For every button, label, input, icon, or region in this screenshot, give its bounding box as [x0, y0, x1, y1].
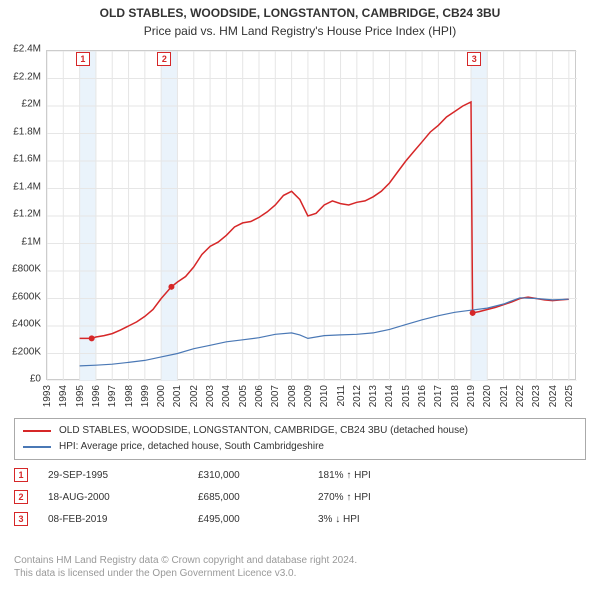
event-pct: 270% ↑ HPI — [318, 492, 468, 503]
x-tick-label: 2006 — [254, 385, 265, 407]
event-price: £495,000 — [198, 514, 318, 525]
legend-item: OLD STABLES, WOODSIDE, LONGSTANTON, CAMB… — [23, 423, 577, 439]
x-tick-label: 1999 — [140, 385, 151, 407]
y-tick-label: £1.4M — [13, 181, 41, 192]
x-tick-label: 2004 — [221, 385, 232, 407]
event-row: 3 08-FEB-2019£495,0003% ↓ HPI — [14, 508, 586, 530]
x-tick-label: 2007 — [270, 385, 281, 407]
y-tick-label: £0 — [30, 374, 41, 385]
legend-swatch — [23, 446, 51, 448]
x-tick-label: 2018 — [450, 385, 461, 407]
y-tick-label: £400K — [12, 319, 41, 330]
event-price: £685,000 — [198, 492, 318, 503]
event-table: 1 29-SEP-1995£310,000181% ↑ HPI 2 18-AUG-20… — [14, 464, 586, 530]
event-row: 2 18-AUG-2000£685,000270% ↑ HPI — [14, 486, 586, 508]
event-pct: 3% ↓ HPI — [318, 514, 468, 525]
x-tick-label: 2009 — [303, 385, 314, 407]
chart-plot-area: £0£200K£400K£600K£800K£1M£1.2M£1.4M£1.6M… — [46, 50, 576, 380]
footer-line-1: Contains HM Land Registry data © Crown c… — [14, 554, 586, 567]
legend-label: HPI: Average price, detached house, Sout… — [59, 439, 324, 455]
x-tick-label: 2013 — [368, 385, 379, 407]
x-tick-label: 2003 — [205, 385, 216, 407]
chart-footer: Contains HM Land Registry data © Crown c… — [14, 554, 586, 580]
chart-legend: OLD STABLES, WOODSIDE, LONGSTANTON, CAMB… — [14, 418, 586, 460]
x-tick-label: 2005 — [238, 385, 249, 407]
x-tick-label: 1996 — [91, 385, 102, 407]
x-tick-label: 1997 — [107, 385, 118, 407]
x-tick-label: 2014 — [384, 385, 395, 407]
event-row-marker: 2 — [14, 490, 28, 504]
x-tick-label: 2011 — [336, 385, 347, 407]
x-tick-label: 2021 — [499, 385, 510, 407]
footer-line-2: This data is licensed under the Open Gov… — [14, 567, 586, 580]
x-tick-label: 1994 — [58, 385, 69, 407]
x-tick-label: 2001 — [172, 385, 183, 407]
x-tick-label: 2015 — [401, 385, 412, 407]
x-tick-label: 2020 — [482, 385, 493, 407]
y-tick-label: £1.8M — [13, 126, 41, 137]
chart-subtitle: Price paid vs. HM Land Registry's House … — [0, 24, 600, 38]
event-marker-1: 1 — [76, 52, 90, 66]
y-tick-label: £800K — [12, 264, 41, 275]
event-date: 18-AUG-2000 — [48, 492, 198, 503]
x-tick-label: 2008 — [287, 385, 298, 407]
event-row: 1 29-SEP-1995£310,000181% ↑ HPI — [14, 464, 586, 486]
event-pct: 181% ↑ HPI — [318, 470, 468, 481]
x-tick-label: 2024 — [548, 385, 559, 407]
chart-container: OLD STABLES, WOODSIDE, LONGSTANTON, CAMB… — [0, 0, 600, 590]
event-marker-2: 2 — [157, 52, 171, 66]
x-tick-label: 2022 — [515, 385, 526, 407]
y-tick-label: £2M — [22, 99, 41, 110]
x-tick-label: 1995 — [75, 385, 86, 407]
x-tick-label: 2010 — [319, 385, 330, 407]
x-tick-label: 1998 — [124, 385, 135, 407]
x-tick-label: 1993 — [42, 385, 53, 407]
event-price: £310,000 — [198, 470, 318, 481]
legend-swatch — [23, 430, 51, 432]
event-date: 29-SEP-1995 — [48, 470, 198, 481]
legend-label: OLD STABLES, WOODSIDE, LONGSTANTON, CAMB… — [59, 423, 468, 439]
y-tick-label: £200K — [12, 346, 41, 357]
event-marker-3: 3 — [467, 52, 481, 66]
y-tick-label: £1.2M — [13, 209, 41, 220]
event-date: 08-FEB-2019 — [48, 514, 198, 525]
event-row-marker: 3 — [14, 512, 28, 526]
x-tick-label: 2019 — [466, 385, 477, 407]
x-tick-label: 2023 — [531, 385, 542, 407]
chart-title: OLD STABLES, WOODSIDE, LONGSTANTON, CAMB… — [0, 0, 600, 22]
chart-svg — [47, 51, 577, 381]
x-tick-label: 2017 — [433, 385, 444, 407]
x-tick-label: 2012 — [352, 385, 363, 407]
x-tick-label: 2002 — [189, 385, 200, 407]
y-tick-label: £2.4M — [13, 44, 41, 55]
y-tick-label: £1M — [22, 236, 41, 247]
legend-item: HPI: Average price, detached house, Sout… — [23, 439, 577, 455]
x-tick-label: 2016 — [417, 385, 428, 407]
x-tick-label: 2025 — [564, 385, 575, 407]
y-tick-label: £600K — [12, 291, 41, 302]
y-tick-label: £1.6M — [13, 154, 41, 165]
y-tick-label: £2.2M — [13, 71, 41, 82]
event-row-marker: 1 — [14, 468, 28, 482]
x-tick-label: 2000 — [156, 385, 167, 407]
